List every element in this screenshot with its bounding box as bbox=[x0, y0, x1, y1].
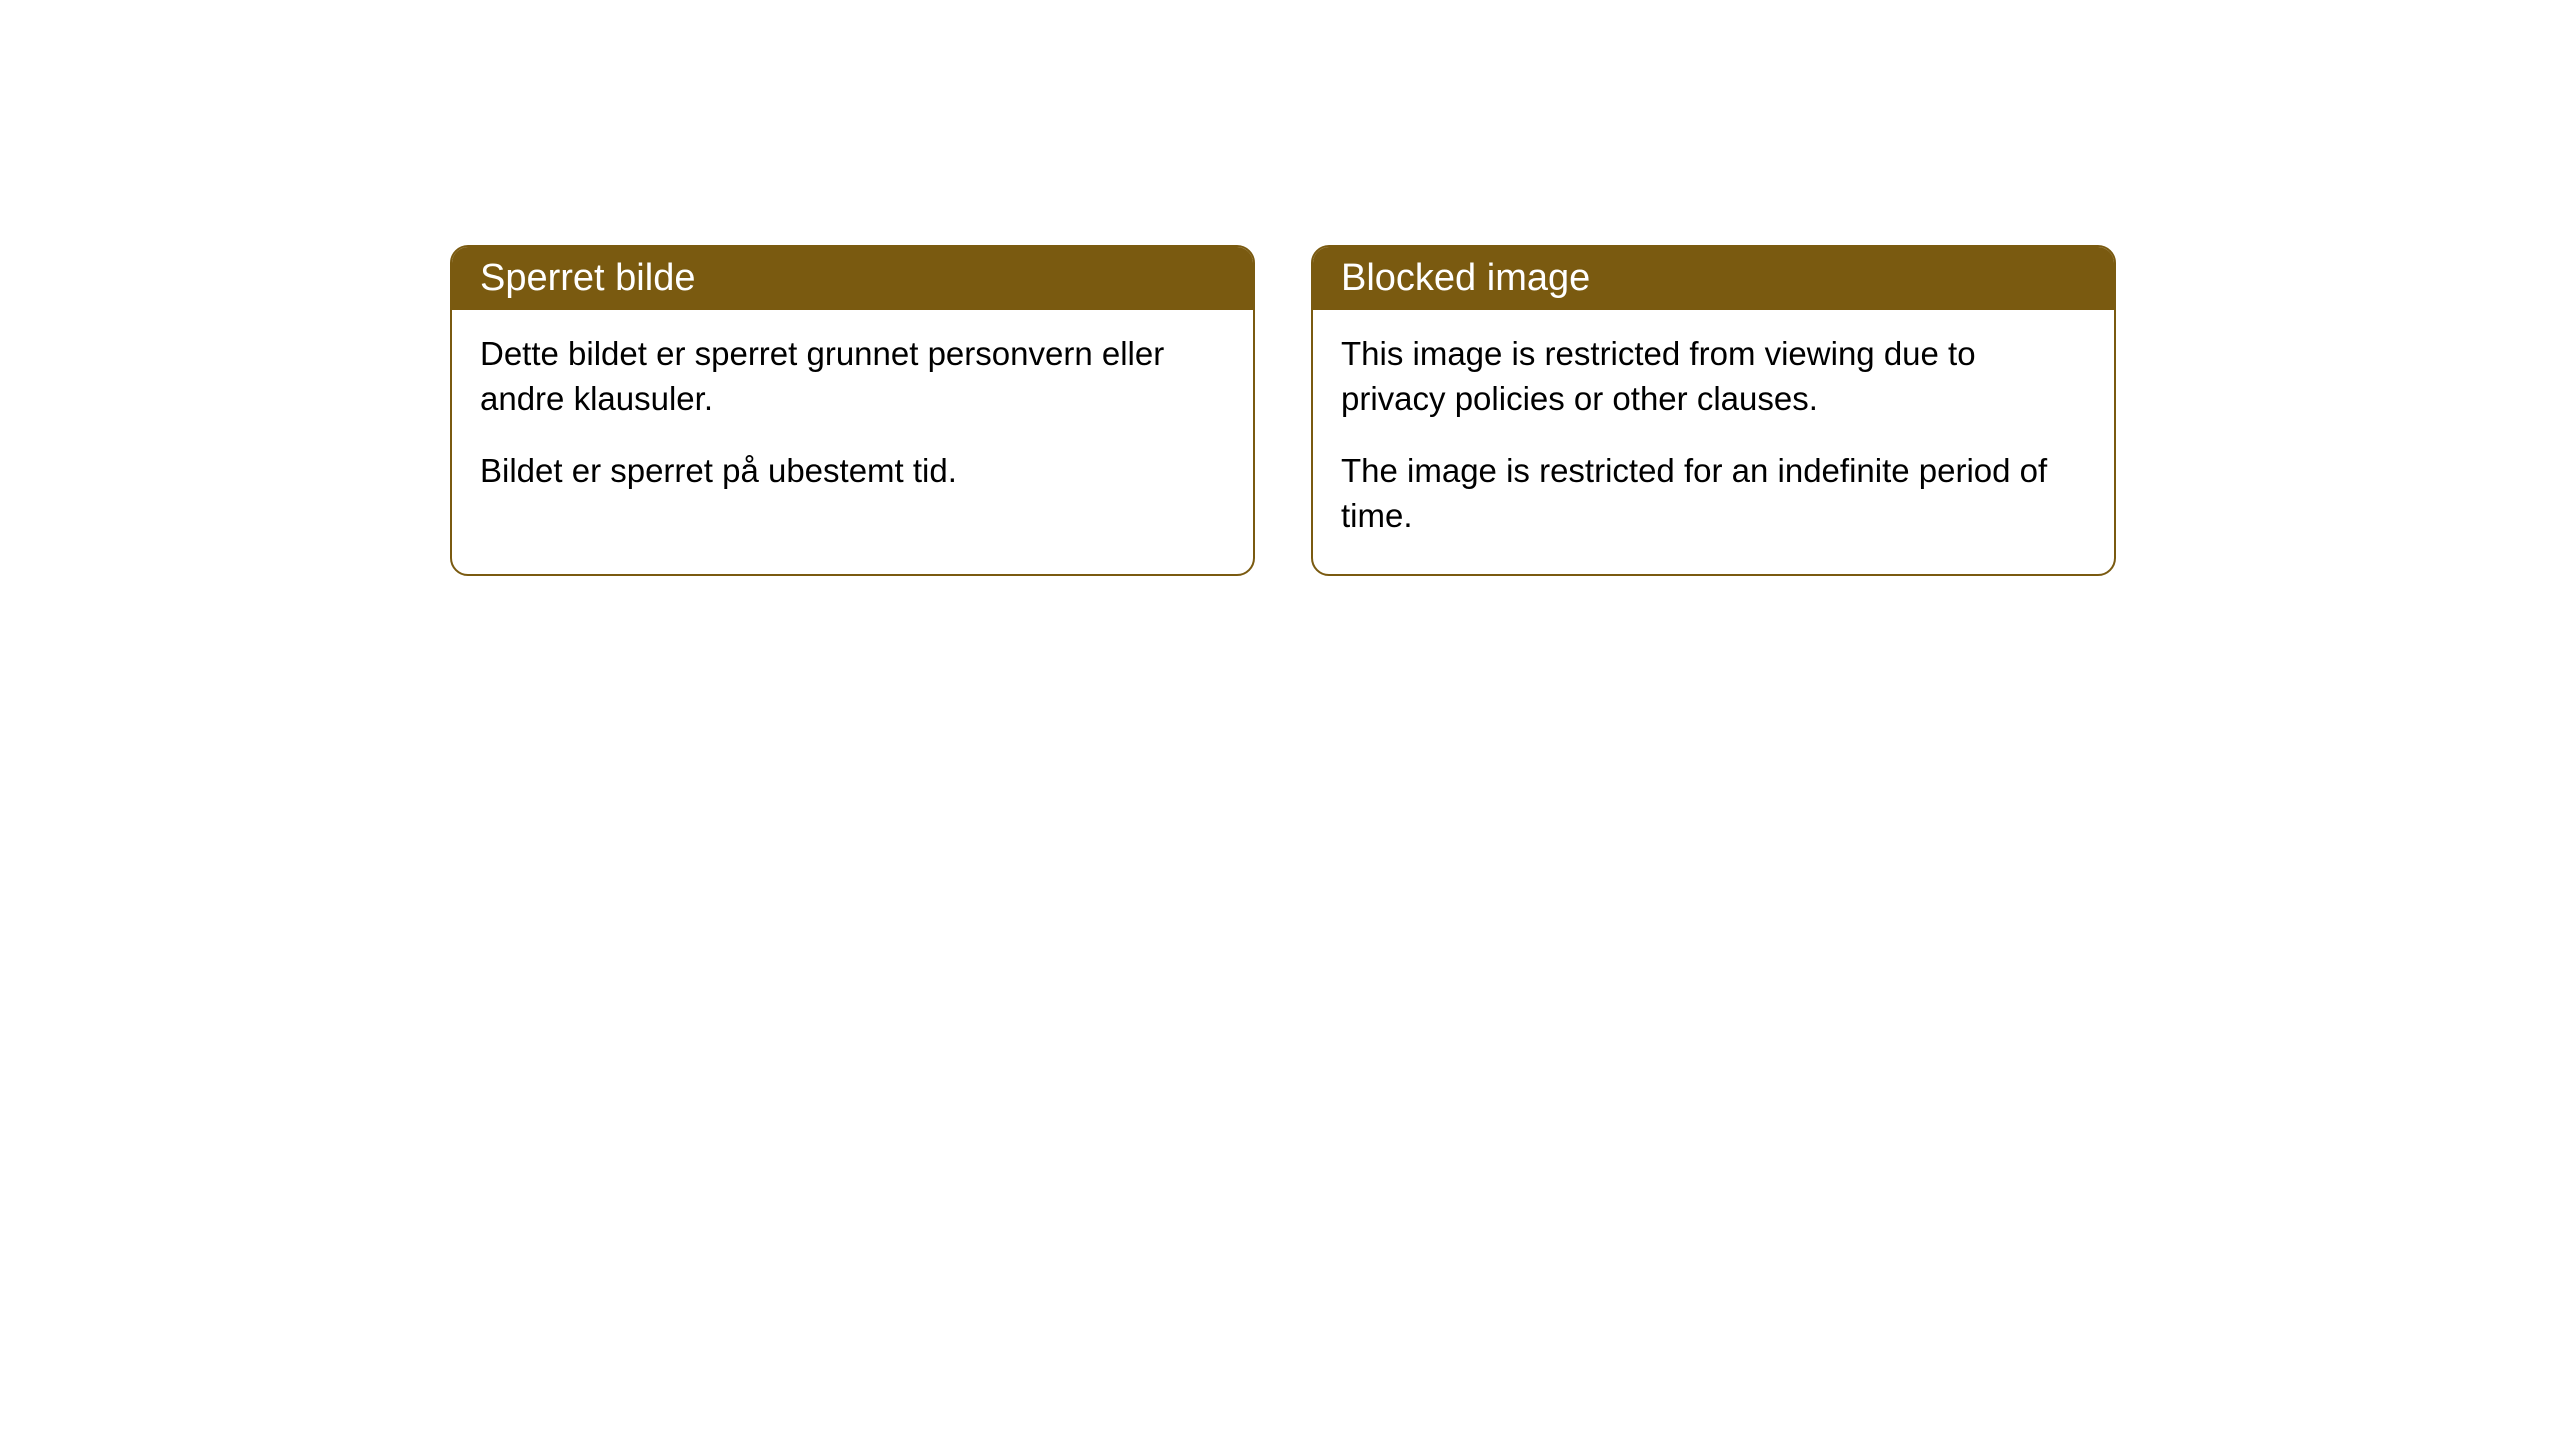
card-paragraph: Dette bildet er sperret grunnet personve… bbox=[480, 332, 1225, 421]
card-paragraph: The image is restricted for an indefinit… bbox=[1341, 449, 2086, 538]
cards-container: Sperret bilde Dette bildet er sperret gr… bbox=[450, 245, 2116, 576]
card-header-norwegian: Sperret bilde bbox=[452, 247, 1253, 310]
card-paragraph: This image is restricted from viewing du… bbox=[1341, 332, 2086, 421]
card-body-english: This image is restricted from viewing du… bbox=[1313, 310, 2114, 574]
card-english: Blocked image This image is restricted f… bbox=[1311, 245, 2116, 576]
card-header-english: Blocked image bbox=[1313, 247, 2114, 310]
card-norwegian: Sperret bilde Dette bildet er sperret gr… bbox=[450, 245, 1255, 576]
card-paragraph: Bildet er sperret på ubestemt tid. bbox=[480, 449, 1225, 494]
card-body-norwegian: Dette bildet er sperret grunnet personve… bbox=[452, 310, 1253, 530]
